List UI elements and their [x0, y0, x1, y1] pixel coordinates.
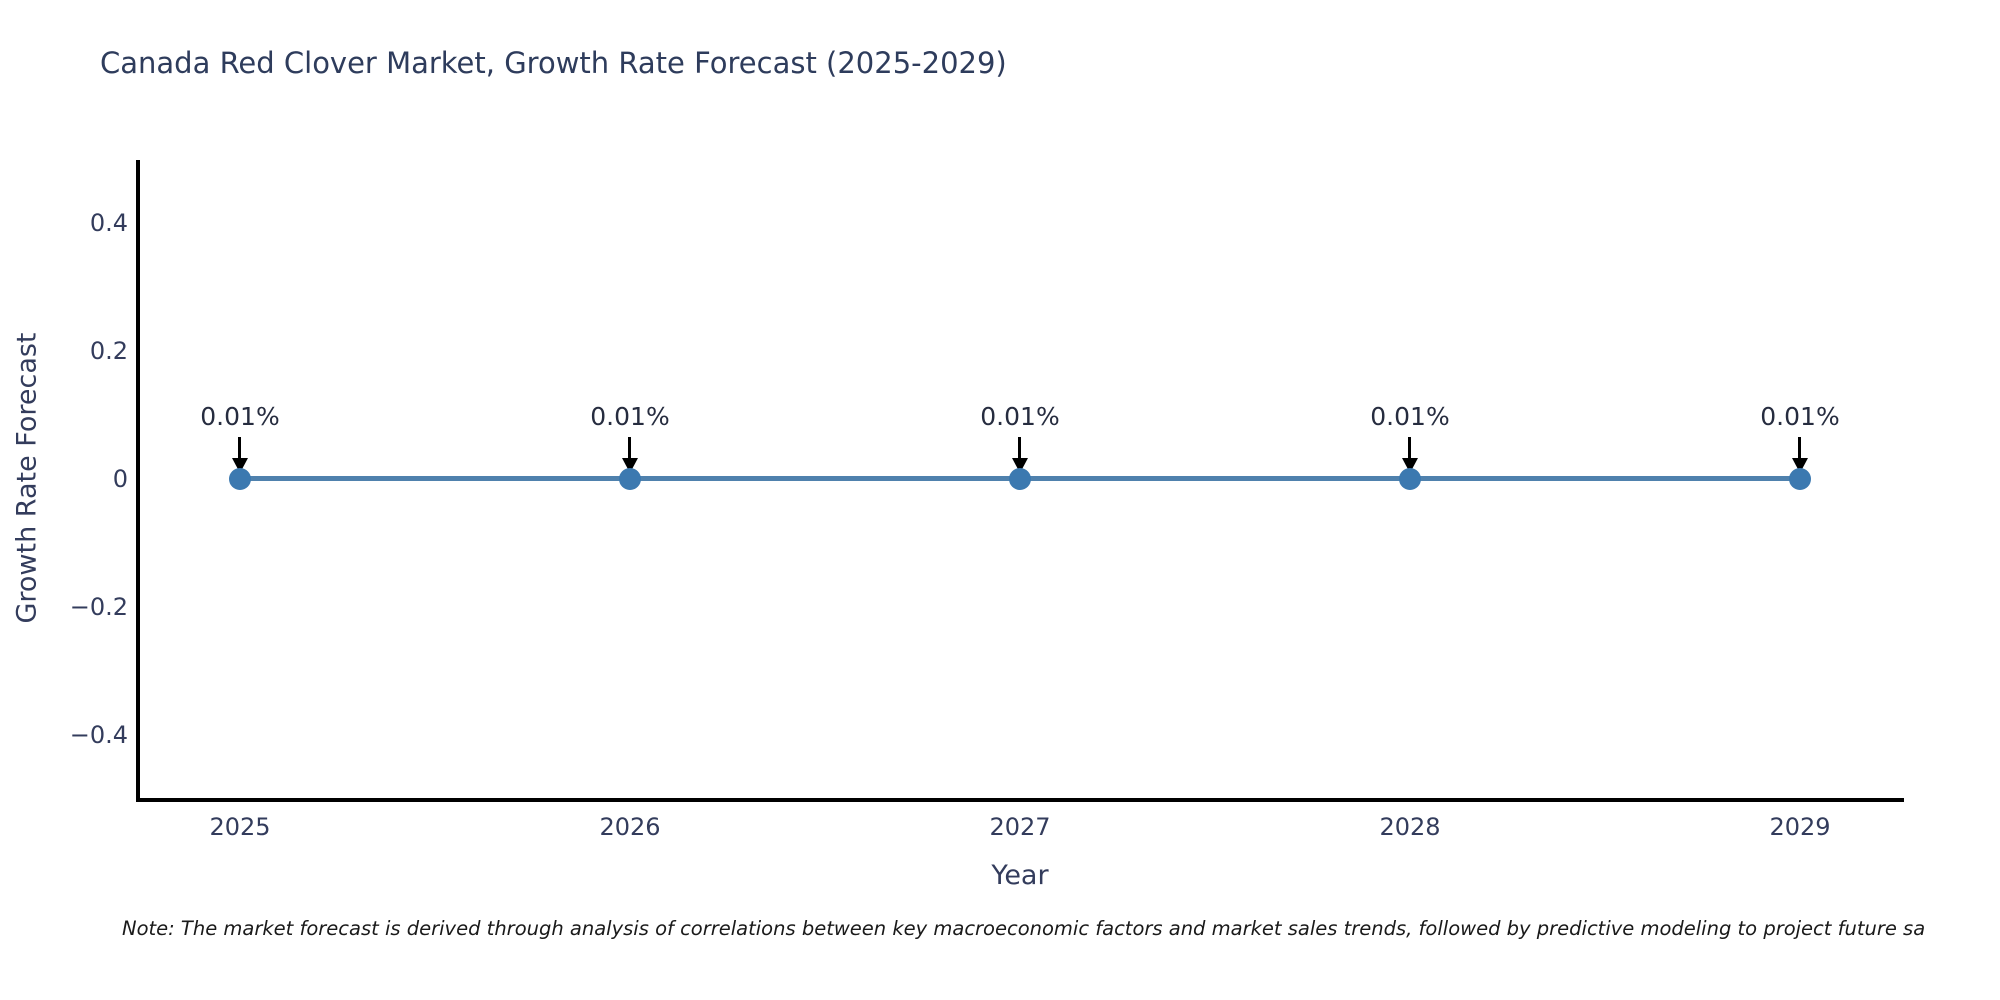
x-tick-label: 2025	[209, 813, 271, 841]
series-marker	[1399, 468, 1421, 490]
series-marker	[229, 468, 251, 490]
footnote: Note: The market forecast is derived thr…	[122, 917, 1926, 940]
annotation-arrow-stem	[1798, 437, 1801, 460]
x-tick-label: 2028	[1379, 813, 1441, 841]
data-point-annotation: 0.01%	[1370, 402, 1450, 431]
y-tick-label: 0	[112, 465, 128, 493]
y-axis-spine	[136, 160, 140, 802]
x-axis-spine	[136, 798, 1904, 802]
x-tick-label: 2027	[989, 813, 1051, 841]
y-axis-title: Growth Rate Forecast	[11, 332, 43, 624]
series-marker	[619, 468, 641, 490]
data-point-annotation: 0.01%	[1760, 402, 1840, 431]
annotation-arrow-stem	[628, 437, 631, 460]
series-marker	[1009, 468, 1031, 490]
x-axis-title: Year	[991, 860, 1049, 891]
x-tick-label: 2026	[599, 813, 661, 841]
chart-title: Canada Red Clover Market, Growth Rate Fo…	[100, 46, 1007, 80]
annotation-arrow-stem	[1408, 437, 1411, 460]
annotation-arrow-stem	[238, 437, 241, 460]
y-tick-label: 0.2	[89, 337, 128, 365]
y-tick-label: −0.4	[69, 721, 128, 749]
annotation-arrow-stem	[1018, 437, 1021, 460]
x-tick-label: 2029	[1769, 813, 1831, 841]
series-marker	[1789, 468, 1811, 490]
data-point-annotation: 0.01%	[200, 402, 280, 431]
y-tick-label: 0.4	[89, 209, 128, 237]
data-point-annotation: 0.01%	[590, 402, 670, 431]
y-tick-label: −0.2	[69, 593, 128, 621]
data-point-annotation: 0.01%	[980, 402, 1060, 431]
